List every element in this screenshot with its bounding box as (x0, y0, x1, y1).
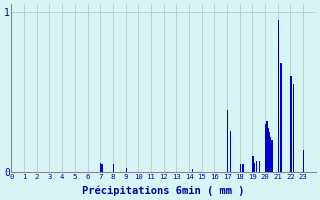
Bar (293, 84, 294, 172)
Bar (270, 137, 271, 172)
Bar (269, 132, 270, 172)
Bar (259, 161, 260, 172)
Bar (265, 124, 266, 172)
Bar (242, 164, 244, 172)
Bar (240, 164, 241, 172)
Bar (291, 76, 292, 172)
Bar (303, 150, 304, 172)
X-axis label: Précipitations 6min ( mm ): Précipitations 6min ( mm ) (82, 185, 245, 196)
Bar (125, 168, 127, 172)
Bar (252, 156, 254, 172)
Bar (100, 163, 101, 172)
Bar (268, 128, 269, 172)
Bar (256, 161, 258, 172)
Bar (227, 110, 228, 172)
Bar (254, 163, 255, 172)
Bar (229, 131, 231, 172)
Bar (271, 140, 273, 172)
Bar (113, 164, 114, 172)
Bar (280, 63, 282, 172)
Bar (192, 169, 193, 172)
Bar (278, 20, 279, 172)
Bar (101, 164, 103, 172)
Bar (266, 121, 268, 172)
